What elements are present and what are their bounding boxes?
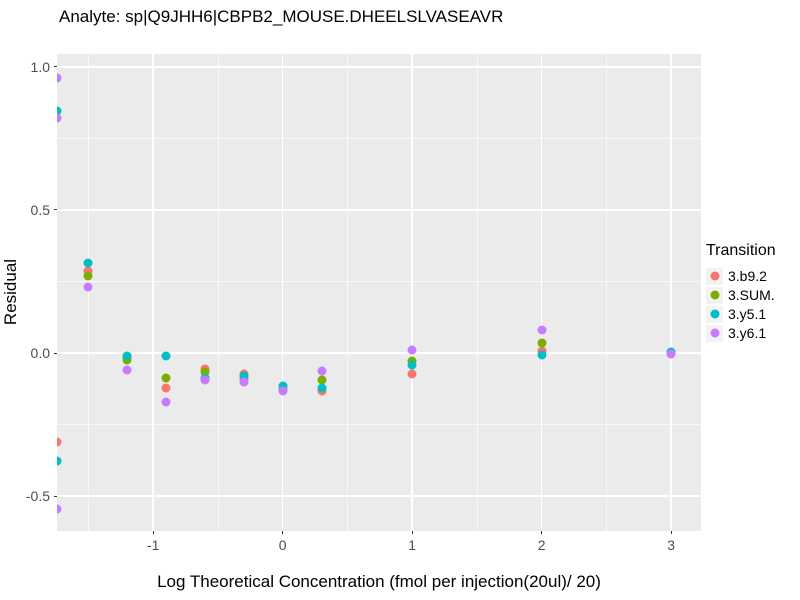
legend-dot-icon [710,328,719,338]
data-point [278,381,288,391]
data-point [83,271,93,281]
legend: Transition 3.b9.2 3.SUM. 3.y5.1 3.y6.1 [706,242,776,343]
data-point [278,386,288,396]
legend-key [706,267,723,285]
gridline-x-minor [88,54,89,531]
y-tick-label: 0.0 [30,345,50,362]
legend-key [706,324,723,342]
data-point [239,377,249,387]
data-point [83,258,93,268]
x-tick-label: 0 [278,537,287,553]
data-point [161,351,171,361]
gridline-y-major [57,209,701,211]
legend-item-label: 3.SUM. [728,287,775,303]
y-tick-label: -0.5 [25,488,50,505]
x-tick-label: 1 [408,537,417,553]
data-point [57,113,62,123]
x-tick-mark [411,531,413,534]
gridline-x-major [411,54,413,531]
data-point [200,375,210,385]
data-point [407,345,417,355]
data-point [407,360,417,370]
data-point [537,325,547,335]
x-tick-label: -1 [146,537,160,553]
gridline-y-major [57,352,701,354]
data-point [57,456,62,466]
legend-key [706,286,723,304]
data-point [57,504,62,514]
y-tick-label: 0.5 [30,201,50,218]
y-axis-title: Residual [1,258,20,326]
data-point [317,383,327,393]
legend-title: Transition [706,242,776,259]
legend-dot-icon [710,290,719,300]
data-point [161,397,171,407]
y-tick-mark [54,495,57,497]
gridline-x-major [670,54,672,531]
data-point [122,351,132,361]
gridline-y-major [57,495,701,497]
data-point [317,375,327,385]
gridline-x-major [152,54,154,531]
x-tick-mark [541,531,543,534]
data-point [83,282,93,292]
legend-dot-icon [710,309,719,319]
x-tick-mark [282,531,284,534]
legend-item: 3.y5.1 [706,305,776,323]
data-point [317,366,327,376]
legend-item: 3.y6.1 [706,324,776,342]
data-point [161,383,171,393]
gridline-x-minor [476,54,478,531]
y-tick-label: 1.0 [30,58,50,75]
x-tick-mark [152,531,154,534]
gridline-x-major [540,54,543,531]
gridline-y-minor [57,281,701,282]
data-point [239,371,249,381]
plot-title: Analyte: sp|Q9JHH6|CBPB2_MOUSE.DHEELSLVA… [59,7,504,26]
gridline-x-minor [347,54,348,531]
legend-key [706,305,723,323]
data-point [57,106,62,116]
legend-rows: 3.b9.2 3.SUM. 3.y5.1 3.y6.1 [706,267,776,342]
gridline-y-minor [57,138,701,139]
legend-item: 3.b9.2 [706,267,776,285]
gridline-y-major [57,66,701,68]
data-point [57,437,62,447]
y-tick-mark [54,66,57,68]
gridline-x-major [281,54,284,531]
y-tick-mark [54,209,57,211]
y-tick-mark [54,352,57,354]
legend-item-label: 3.b9.2 [728,268,767,284]
gridline-y-minor [57,424,701,425]
legend-item-label: 3.y5.1 [728,306,767,322]
x-tick-label: 2 [537,537,546,553]
legend-dot-icon [710,271,719,281]
data-point [407,369,417,379]
data-point [666,349,676,359]
gridline-x-minor [217,54,219,531]
data-point [537,350,547,360]
data-point [122,365,132,375]
legend-item-label: 3.y6.1 [728,325,767,341]
legend-item: 3.SUM. [706,286,776,304]
x-axis-title: Log Theoretical Concentration (fmol per … [157,572,601,591]
data-point [537,338,547,348]
x-tick-mark [670,531,672,534]
data-point [57,73,62,83]
plot-panel [57,54,701,531]
data-point [200,367,210,377]
gridline-x-minor [606,54,607,531]
x-tick-label: 3 [667,537,676,553]
data-point [161,373,171,383]
